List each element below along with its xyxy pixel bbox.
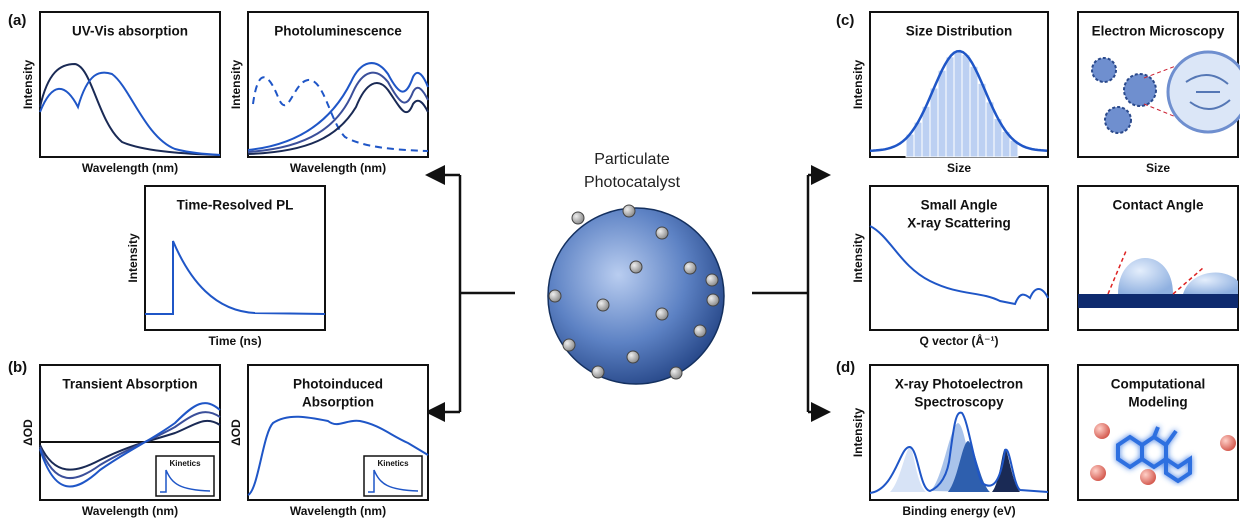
panel-title: Photoluminescence [274,24,402,39]
nanoparticle [1105,107,1131,133]
atom [1094,423,1110,439]
panel: Contact Angle [1078,186,1238,330]
x-axis-label: Wavelength (nm) [82,161,178,175]
panel: Kinetics Photoinduced Absorption Wavelength… [229,365,428,518]
histogram-bar [946,57,954,157]
surface-site [694,325,706,337]
panel: X-ray Photoelectron Spectroscopy Binding e… [851,365,1048,518]
x-axis-label: Binding energy (eV) [902,504,1015,518]
atom [1140,469,1156,485]
atom [1220,435,1236,451]
x-axis-label: Wavelength (nm) [290,504,386,518]
center-title: Particulate [594,151,670,168]
panel: Computational Modeling [1078,365,1238,500]
panel: Time-Resolved PL Time (ns) Intensity [126,186,325,348]
histogram-bar [954,51,962,157]
atom [1090,465,1106,481]
panel-label: (a) [8,12,26,29]
panel-title: Electron Microscopy [1092,24,1225,39]
surface-site [549,290,561,302]
panel-title: Time-Resolved PL [177,198,294,213]
surface-site [670,367,682,379]
panel-label: (b) [8,359,27,376]
panel-title: Modeling [1128,395,1187,410]
panel: Photoluminescence Wavelength (nm) Intensit… [229,12,428,175]
histogram-bar [978,83,986,157]
inset: Kinetics [156,456,214,496]
nanoparticle [1092,58,1116,82]
particle [548,205,724,384]
panel: Kinetics Transient Absorption Wavelength (… [21,365,220,518]
panel: Electron Microscopy Size [1078,12,1240,175]
y-axis-label: Intensity [21,60,35,110]
inset-title: Kinetics [377,459,409,468]
panel: UV-Vis absorption Wavelength (nm) Intensit… [21,12,220,175]
histogram-bar [970,66,978,157]
surface-site [656,227,668,239]
y-axis-label: Intensity [126,233,140,283]
substrate [1078,294,1238,308]
panel: Small Angle X-ray Scattering Q vector (Å⁻¹… [851,186,1048,348]
nanoparticle [1124,74,1156,106]
panel-label: (c) [836,12,854,29]
panel-title: Computational [1111,377,1206,392]
surface-site [627,351,639,363]
surface-site [597,299,609,311]
surface-site [684,262,696,274]
y-axis-label: Intensity [229,60,243,110]
surface-site [630,261,642,273]
x-axis-label: Wavelength (nm) [290,161,386,175]
surface-site [572,212,584,224]
x-axis-label: Size [1146,161,1170,175]
panel-title: Small Angle [921,198,998,213]
panel-title: Transient Absorption [62,377,197,392]
x-axis-label: Size [947,161,971,175]
y-axis-label: Intensity [851,233,865,283]
panel-title: Size Distribution [906,24,1013,39]
panel-title: X-ray Photoelectron [895,377,1023,392]
x-axis-label: Q vector (Å⁻¹) [919,333,998,348]
center-title: Photocatalyst [584,174,681,191]
panel-title: UV-Vis absorption [72,24,188,39]
surface-site [592,366,604,378]
figure: Particulate Photocatalyst (a) (b) (c) (d… [0,0,1240,521]
panel-label: (d) [836,359,855,376]
histogram-bar [962,55,970,157]
y-axis-label: ΔOD [21,419,35,446]
surface-site [563,339,575,351]
surface-site [623,205,635,217]
histogram-bar [930,88,938,157]
inset: Kinetics [364,456,422,496]
histogram-bar [938,70,946,157]
surface-site [707,294,719,306]
panel-title: Absorption [302,395,374,410]
x-axis-label: Wavelength (nm) [82,504,178,518]
y-axis-label: Intensity [851,60,865,110]
y-axis-label: ΔOD [229,419,243,446]
panel-title: Spectroscopy [914,395,1004,410]
surface-site [656,308,668,320]
surface-site [706,274,718,286]
x-axis-label: Time (ns) [208,334,261,348]
panel-title: X-ray Scattering [907,216,1011,231]
panel-title: Photoinduced [293,377,383,392]
inset-title: Kinetics [169,459,201,468]
panel-title: Contact Angle [1113,198,1204,213]
panel: Size Distribution Size Intensity [851,12,1048,175]
y-axis-label: Intensity [851,408,865,458]
